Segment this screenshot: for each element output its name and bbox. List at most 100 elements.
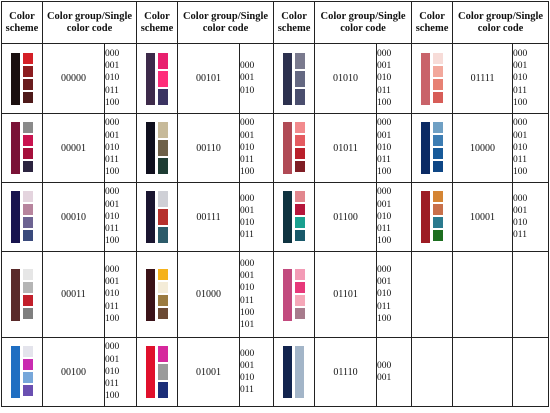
main-color-bar bbox=[421, 122, 431, 174]
color-swatch bbox=[295, 89, 306, 105]
color-scheme-cell bbox=[411, 43, 454, 114]
main-color-bar bbox=[146, 122, 156, 174]
single-color-codes: 000 001 010 011 100 bbox=[376, 182, 413, 252]
color-swatch bbox=[295, 230, 306, 241]
single-color-codes: 000 001 010 011 100 bbox=[376, 43, 413, 114]
color-swatch bbox=[23, 308, 33, 319]
single-color-codes: 000 001 010 011 bbox=[512, 182, 550, 252]
header-color-scheme: Color scheme bbox=[1, 1, 43, 44]
header-row: Color scheme Color group/Single color co… bbox=[1, 1, 550, 44]
single-color-codes: 000 001 010 011 100 bbox=[103, 113, 138, 183]
color-swatch bbox=[23, 191, 33, 202]
color-swatch bbox=[158, 269, 169, 280]
color-swatch bbox=[23, 122, 33, 133]
main-color-bar bbox=[421, 191, 431, 243]
main-color-bar bbox=[283, 269, 293, 321]
single-color-codes: 000 001 010 bbox=[239, 43, 275, 114]
empty-cell bbox=[512, 251, 550, 338]
color-swatch bbox=[23, 269, 33, 280]
main-color-bar bbox=[283, 122, 293, 174]
color-scheme-cell bbox=[1, 43, 43, 114]
color-swatch bbox=[433, 230, 444, 241]
header-color-group: Color group/Single color code bbox=[452, 1, 550, 44]
color-swatch bbox=[433, 191, 444, 202]
color-swatch bbox=[158, 158, 169, 174]
color-swatch bbox=[23, 385, 33, 396]
header-color-group: Color group/Single color code bbox=[177, 1, 275, 44]
color-swatch bbox=[433, 217, 444, 228]
color-swatch bbox=[158, 53, 169, 69]
color-swatch bbox=[433, 204, 444, 215]
group-code: 00101 bbox=[177, 43, 241, 114]
color-swatch bbox=[23, 204, 33, 215]
color-scheme-cell bbox=[136, 337, 179, 407]
header-color-group: Color group/Single color code bbox=[41, 1, 138, 44]
group-code: 01111 bbox=[452, 43, 514, 114]
color-swatch bbox=[23, 346, 33, 357]
color-swatch bbox=[158, 382, 169, 398]
single-color-codes: 000 001 010 011 100 bbox=[103, 182, 138, 252]
main-color-bar bbox=[146, 53, 156, 105]
single-color-codes: 000 001 010 011 100 bbox=[103, 337, 138, 407]
single-color-codes: 000 001 010 011 100 bbox=[512, 113, 550, 183]
color-swatch bbox=[158, 122, 169, 138]
single-color-codes: 000 001 010 011 100 bbox=[376, 251, 413, 338]
empty-cell bbox=[512, 337, 550, 407]
group-code: 10001 bbox=[452, 182, 514, 252]
single-color-codes: 000 001 010 011 bbox=[239, 182, 275, 252]
color-swatch bbox=[158, 227, 169, 243]
color-swatch bbox=[158, 209, 169, 225]
color-swatch bbox=[23, 217, 33, 228]
color-scheme-cell bbox=[411, 182, 454, 252]
color-swatch bbox=[295, 122, 306, 133]
color-swatch bbox=[433, 79, 444, 90]
group-code: 00011 bbox=[42, 251, 105, 338]
color-scheme-cell bbox=[273, 182, 316, 252]
color-swatch bbox=[23, 92, 33, 103]
color-swatch bbox=[295, 191, 306, 202]
color-swatch bbox=[433, 148, 444, 159]
header-color-scheme: Color scheme bbox=[273, 1, 316, 44]
main-color-bar bbox=[283, 191, 293, 243]
group-code: 01101 bbox=[314, 251, 378, 338]
color-swatch bbox=[23, 359, 33, 370]
group-code: 00000 bbox=[42, 43, 105, 114]
color-swatch bbox=[23, 230, 33, 241]
single-color-codes: 000 001 010 011 100 bbox=[512, 43, 550, 114]
main-color-bar bbox=[11, 122, 20, 174]
single-color-codes: 000 001 010 011 100 bbox=[103, 43, 138, 114]
color-swatch bbox=[158, 295, 169, 306]
group-code: 00010 bbox=[42, 182, 105, 252]
color-swatch bbox=[433, 53, 444, 64]
group-code: 00100 bbox=[42, 337, 105, 407]
color-swatch bbox=[295, 282, 306, 293]
color-swatch bbox=[23, 295, 33, 306]
main-color-bar bbox=[11, 269, 20, 321]
color-scheme-cell bbox=[273, 43, 316, 114]
color-swatch bbox=[295, 71, 306, 87]
group-code: 01011 bbox=[314, 113, 378, 183]
color-swatch bbox=[23, 79, 33, 90]
color-scheme-cell bbox=[411, 113, 454, 183]
color-swatch bbox=[23, 282, 33, 293]
color-swatch bbox=[433, 122, 444, 133]
group-code: 00111 bbox=[177, 182, 241, 252]
color-swatch bbox=[433, 161, 444, 172]
color-scheme-cell bbox=[273, 337, 316, 407]
group-code: 01110 bbox=[314, 337, 378, 407]
color-swatch bbox=[23, 53, 33, 64]
color-swatch bbox=[433, 66, 444, 77]
group-code: 01100 bbox=[314, 182, 378, 252]
main-color-bar bbox=[11, 53, 20, 105]
color-scheme-cell bbox=[136, 43, 179, 114]
color-swatch bbox=[158, 308, 169, 319]
color-swatch bbox=[158, 282, 169, 293]
color-swatch bbox=[23, 372, 33, 383]
main-color-bar bbox=[146, 346, 156, 398]
color-scheme-cell bbox=[1, 251, 43, 338]
single-color-codes: 000 001 bbox=[376, 337, 413, 407]
table-row: 00100 000 001 010 011 100 01001 000 001 010 011… bbox=[1, 337, 550, 407]
color-swatch bbox=[295, 346, 305, 398]
color-swatch bbox=[295, 161, 306, 172]
